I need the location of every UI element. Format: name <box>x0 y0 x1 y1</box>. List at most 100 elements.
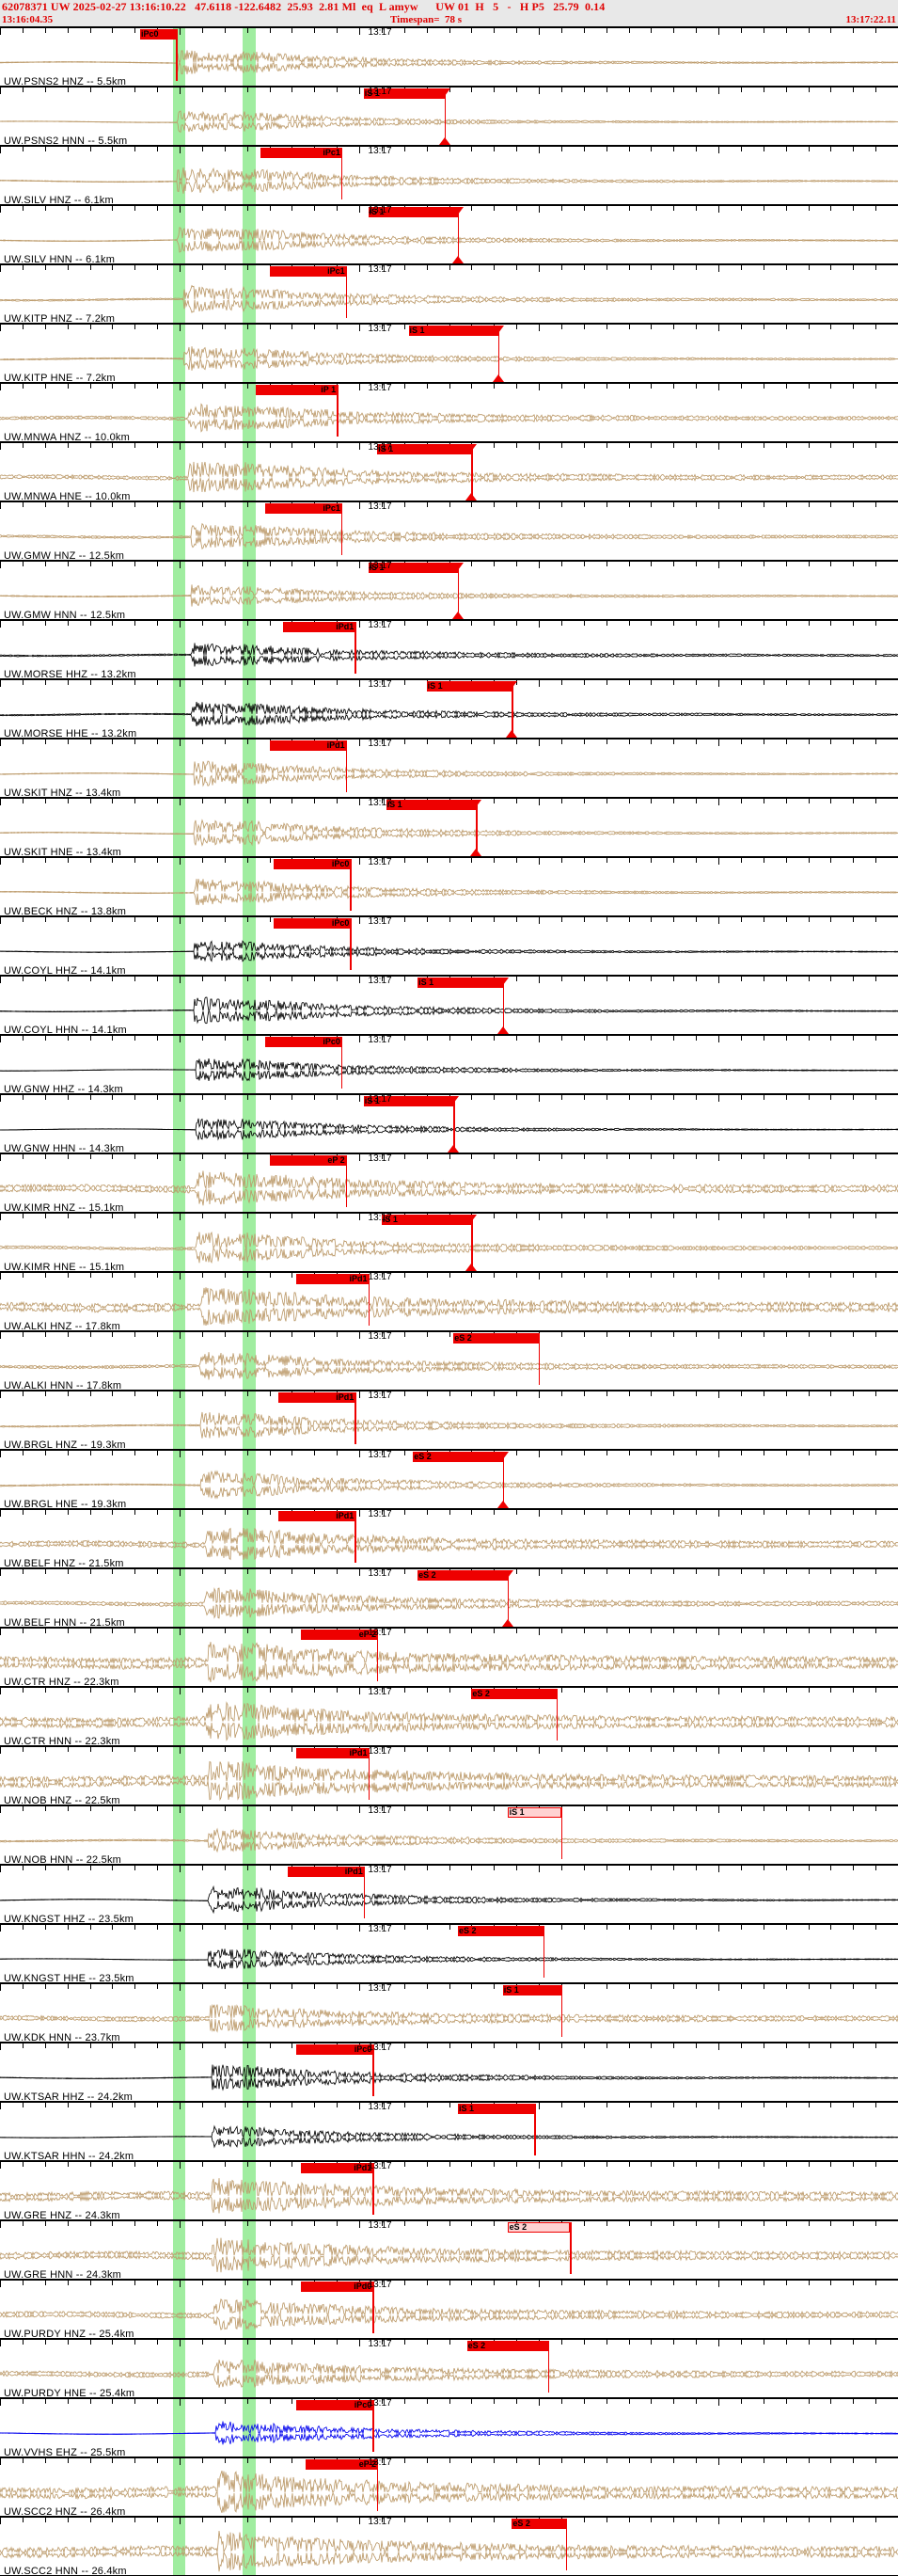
channel-label[interactable]: UW.GMW HNN -- 12.5km <box>4 610 126 619</box>
channel-label[interactable]: UW.GMW HNZ -- 12.5km <box>4 550 125 560</box>
trace-row[interactable]: iS 1 13:17 UW.KDK HNN -- 23.7km <box>0 1982 898 2042</box>
phase-pick-flag[interactable]: iPd1 <box>269 740 346 751</box>
channel-label[interactable]: UW.PSNS2 HNZ -- 5.5km <box>4 76 127 86</box>
channel-label[interactable]: UW.CTR HNZ -- 22.3km <box>4 1677 119 1686</box>
phase-pick-flag[interactable]: eS 2 <box>471 1689 558 1699</box>
trace-row[interactable]: iPc0 13:17 UW.VVHS EHZ -- 25.5km <box>0 2397 898 2457</box>
phase-pick-flag[interactable]: iPd1 <box>287 1867 364 1877</box>
trace-row[interactable]: iS 1 13:17 UW.GMW HNN -- 12.5km <box>0 560 898 619</box>
channel-label[interactable]: UW.PURDY HNE -- 25.4km <box>4 2388 135 2397</box>
phase-pick-flag[interactable]: iPc1 <box>260 148 341 158</box>
phase-pick-flag[interactable]: iS 1 <box>386 800 477 810</box>
phase-pick-flag[interactable]: eP 2 <box>300 1630 378 1640</box>
channel-label[interactable]: UW.ALKI HNZ -- 17.8km <box>4 1321 120 1330</box>
trace-row[interactable]: iPd1 13:17 UW.KNGST HHZ -- 23.5km <box>0 1864 898 1923</box>
channel-label[interactable]: UW.VVHS EHZ -- 25.5km <box>4 2447 126 2457</box>
trace-row[interactable]: iPd1 13:17 UW.MORSE HHZ -- 13.2km <box>0 619 898 678</box>
trace-row[interactable]: iPd1 13:17 UW.GRE HNZ -- 24.3km <box>0 2160 898 2219</box>
trace-row[interactable]: iPd1 13:17 UW.BRGL HNZ -- 19.3km <box>0 1390 898 1449</box>
channel-label[interactable]: UW.SILV HNN -- 6.1km <box>4 254 116 263</box>
phase-pick-flag[interactable]: eS 2 <box>507 2222 571 2233</box>
channel-label[interactable]: UW.MORSE HHE -- 13.2km <box>4 728 137 738</box>
trace-row[interactable]: eP 2 13:17 UW.SCC2 HNZ -- 26.4km <box>0 2457 898 2516</box>
phase-pick-flag[interactable]: iPd1 <box>278 1392 355 1403</box>
trace-row[interactable]: iPc1 13:17 UW.SILV HNZ -- 6.1km <box>0 145 898 204</box>
trace-row[interactable]: iP 1 13:17 UW.MNWA HNZ -- 10.0km <box>0 382 898 441</box>
trace-row[interactable]: eS 2 13:17 UW.SCC2 HNN -- 26.4km <box>0 2516 898 2575</box>
channel-label[interactable]: UW.MORSE HHZ -- 13.2km <box>4 669 136 678</box>
trace-row[interactable]: eS 2 13:17 UW.PURDY HNE -- 25.4km <box>0 2338 898 2397</box>
trace-row[interactable]: iPc1 13:17 UW.GMW HNZ -- 12.5km <box>0 501 898 560</box>
channel-label[interactable]: UW.NOB HNN -- 22.5km <box>4 1854 122 1864</box>
channel-label[interactable]: UW.KITP HNZ -- 7.2km <box>4 313 116 323</box>
channel-label[interactable]: UW.PSNS2 HNN -- 5.5km <box>4 135 128 145</box>
trace-row[interactable]: iPd1 13:17 UW.NOB HNZ -- 22.5km <box>0 1745 898 1805</box>
channel-label[interactable]: UW.MNWA HNZ -- 10.0km <box>4 432 130 441</box>
phase-pick-flag[interactable]: iS 1 <box>363 88 445 99</box>
channel-label[interactable]: UW.BRGL HNE -- 19.3km <box>4 1499 127 1508</box>
trace-row[interactable]: iS 1 13:17 UW.GNW HHN -- 14.3km <box>0 1093 898 1153</box>
trace-row[interactable]: iS 1 13:17 UW.KITP HNE -- 7.2km <box>0 323 898 382</box>
phase-pick-flag[interactable]: iPc0 <box>296 2400 373 2410</box>
phase-pick-flag[interactable]: iS 1 <box>502 1985 561 1996</box>
channel-label[interactable]: UW.CTR HNN -- 22.3km <box>4 1736 120 1745</box>
trace-row[interactable]: iPc1 13:17 UW.KITP HNZ -- 7.2km <box>0 263 898 323</box>
phase-pick-flag[interactable]: iPd1 <box>300 2163 373 2173</box>
phase-pick-flag[interactable]: iS 1 <box>426 681 512 692</box>
channel-label[interactable]: UW.NOB HNZ -- 22.5km <box>4 1795 120 1805</box>
phase-pick-flag[interactable]: iS 1 <box>417 978 503 988</box>
channel-label[interactable]: UW.SKIT HNZ -- 13.4km <box>4 787 121 797</box>
phase-pick-flag[interactable]: iP 1 <box>256 385 338 395</box>
trace-row[interactable]: iS 1 13:17 UW.NOB HNN -- 22.5km <box>0 1805 898 1864</box>
channel-label[interactable]: UW.SILV HNZ -- 6.1km <box>4 195 114 204</box>
phase-pick-flag[interactable]: iS 1 <box>507 1807 561 1818</box>
phase-pick-flag[interactable]: eS 2 <box>453 1333 539 1344</box>
trace-row[interactable]: iPc0 13:17 UW.BECK HNZ -- 13.8km <box>0 856 898 915</box>
phase-pick-flag[interactable]: eP 2 <box>269 1155 346 1166</box>
channel-label[interactable]: UW.COYL HHN -- 14.1km <box>4 1025 127 1034</box>
channel-label[interactable]: UW.BECK HNZ -- 13.8km <box>4 906 127 915</box>
channel-label[interactable]: UW.KNGST HHE -- 23.5km <box>4 1973 134 1982</box>
trace-row[interactable]: iPc0 13:17 UW.PSNS2 HNZ -- 5.5km <box>0 26 898 86</box>
phase-pick-flag[interactable]: iPd1 <box>296 1274 369 1284</box>
phase-pick-flag[interactable]: iPc1 <box>269 266 346 277</box>
phase-pick-flag[interactable]: iPc1 <box>264 503 341 514</box>
trace-row[interactable]: iPc0 13:17 UW.GNW HHZ -- 14.3km <box>0 1034 898 1093</box>
trace-row[interactable]: eP 2 13:17 UW.KIMR HNZ -- 15.1km <box>0 1153 898 1212</box>
phase-pick-flag[interactable]: eS 2 <box>512 2519 566 2529</box>
channel-label[interactable]: UW.BRGL HNZ -- 19.3km <box>4 1439 126 1449</box>
channel-label[interactable]: UW.COYL HHZ -- 14.1km <box>4 965 126 975</box>
phase-pick-flag[interactable]: iPc0 <box>139 29 177 40</box>
phase-pick-flag[interactable]: iPc0 <box>274 859 351 869</box>
trace-row[interactable]: eS 2 13:17 UW.BELF HNN -- 21.5km <box>0 1567 898 1627</box>
channel-label[interactable]: UW.KDK HNN -- 23.7km <box>4 2032 120 2042</box>
channel-label[interactable]: UW.PURDY HNZ -- 25.4km <box>4 2329 134 2338</box>
channel-label[interactable]: UW.KTSAR HHZ -- 24.2km <box>4 2091 134 2101</box>
phase-pick-flag[interactable]: iPd1 <box>296 1748 369 1758</box>
trace-row[interactable]: iS 1 13:17 UW.COYL HHN -- 14.1km <box>0 975 898 1034</box>
phase-pick-flag[interactable]: eS 2 <box>417 1570 508 1581</box>
trace-row[interactable]: iS 1 13:17 UW.MORSE HHE -- 13.2km <box>0 678 898 738</box>
phase-pick-flag[interactable]: eS 2 <box>413 1452 503 1462</box>
phase-pick-flag[interactable]: iS 1 <box>368 563 459 573</box>
phase-pick-flag[interactable]: iS 1 <box>458 2104 535 2114</box>
phase-pick-flag[interactable]: iPd0 <box>300 2282 373 2292</box>
channel-label[interactable]: UW.BELF HNZ -- 21.5km <box>4 1558 124 1567</box>
trace-row[interactable]: iS 1 13:17 UW.SKIT HNE -- 13.4km <box>0 797 898 856</box>
phase-pick-flag[interactable]: iS 1 <box>368 207 459 217</box>
trace-row[interactable]: iS 1 13:17 UW.KIMR HNE -- 15.1km <box>0 1212 898 1271</box>
channel-label[interactable]: UW.KITP HNE -- 7.2km <box>4 373 116 382</box>
trace-row[interactable]: iS 1 13:17 UW.SILV HNN -- 6.1km <box>0 204 898 263</box>
channel-label[interactable]: UW.SKIT HNE -- 13.4km <box>4 847 122 856</box>
phase-pick-flag[interactable]: iS 1 <box>363 1096 454 1106</box>
trace-row[interactable]: iPd1 13:17 UW.SKIT HNZ -- 13.4km <box>0 738 898 797</box>
phase-pick-flag[interactable]: iS 1 <box>381 1215 472 1225</box>
channel-label[interactable]: UW.GNW HHN -- 14.3km <box>4 1143 125 1153</box>
channel-label[interactable]: UW.SCC2 HNZ -- 26.4km <box>4 2506 126 2516</box>
channel-label[interactable]: UW.KIMR HNZ -- 15.1km <box>4 1202 124 1212</box>
trace-row[interactable]: eS 2 13:17 UW.KNGST HHE -- 23.5km <box>0 1923 898 1982</box>
trace-row[interactable]: iPc0 13:17 UW.COYL HHZ -- 14.1km <box>0 915 898 975</box>
trace-row[interactable]: eS 2 13:17 UW.GRE HNN -- 24.3km <box>0 2219 898 2279</box>
trace-row[interactable]: iPd0 13:17 UW.PURDY HNZ -- 25.4km <box>0 2279 898 2338</box>
trace-row[interactable]: eS 2 13:17 UW.BRGL HNE -- 19.3km <box>0 1449 898 1508</box>
